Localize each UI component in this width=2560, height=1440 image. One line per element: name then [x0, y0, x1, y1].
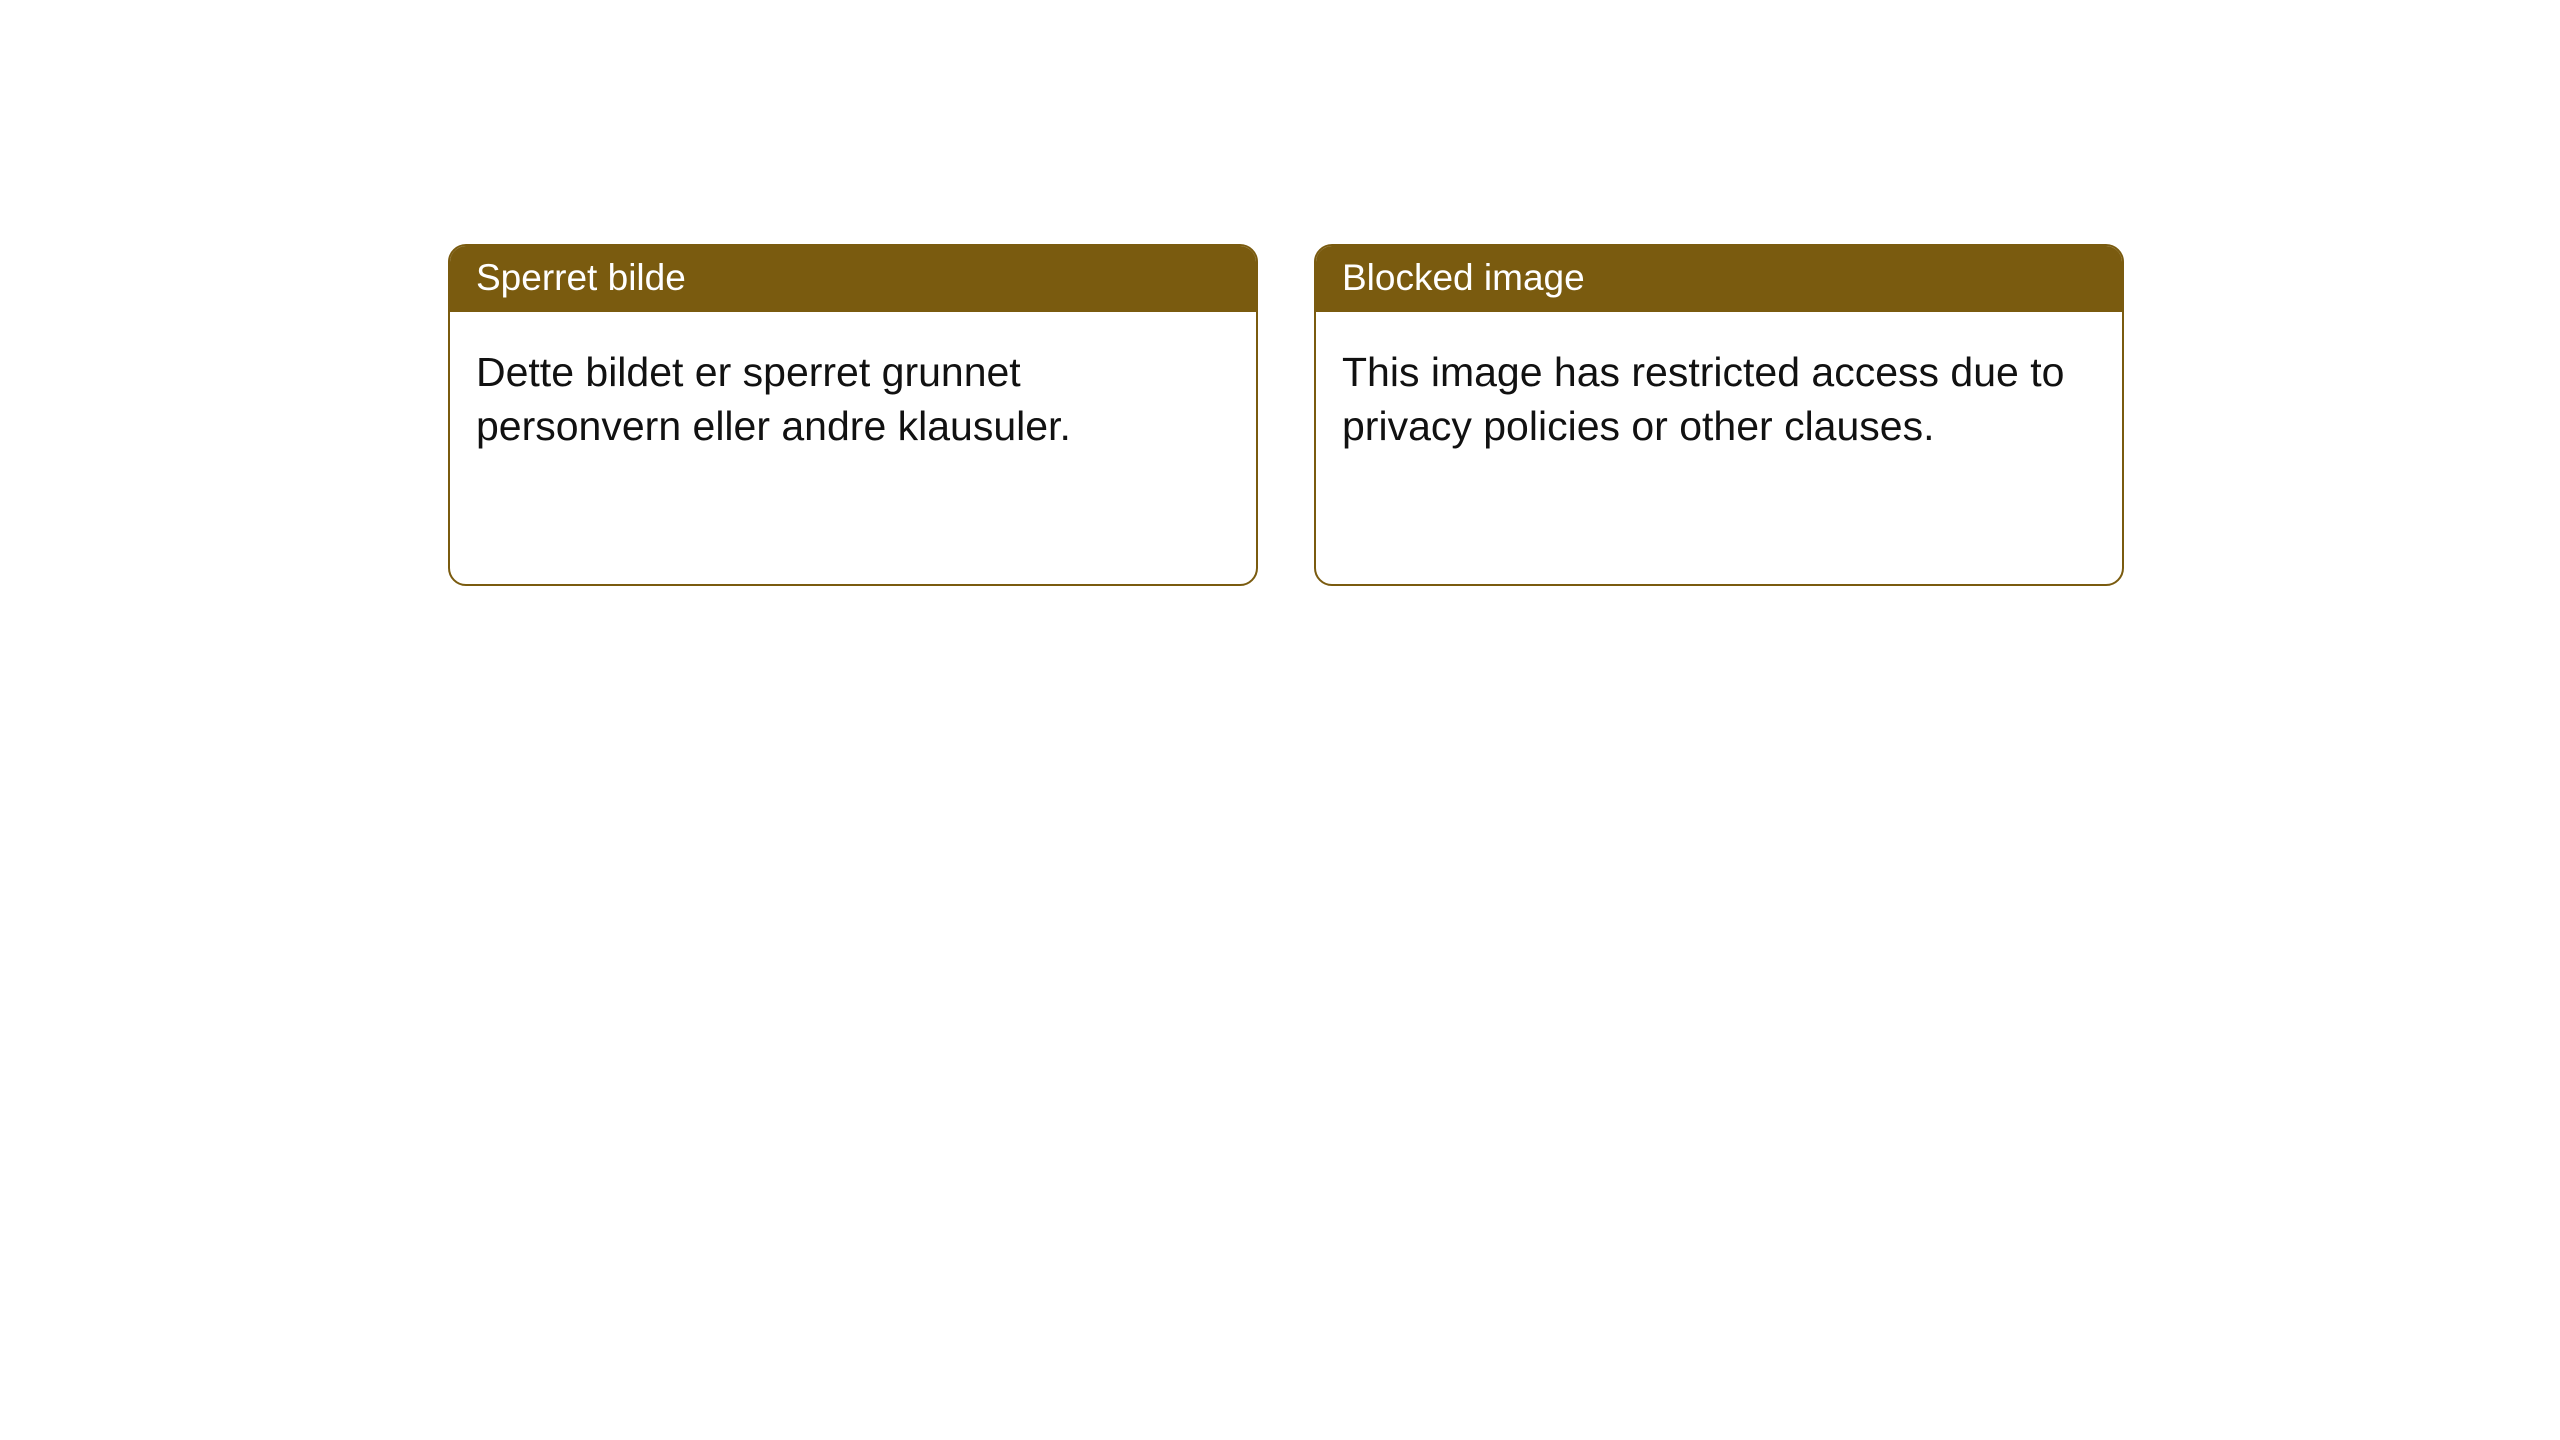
- notice-card-english: Blocked image This image has restricted …: [1314, 244, 2124, 586]
- notice-container: Sperret bilde Dette bildet er sperret gr…: [448, 244, 2124, 586]
- notice-body-english: This image has restricted access due to …: [1316, 312, 2122, 584]
- notice-body-norwegian: Dette bildet er sperret grunnet personve…: [450, 312, 1256, 584]
- notice-card-norwegian: Sperret bilde Dette bildet er sperret gr…: [448, 244, 1258, 586]
- notice-title-english: Blocked image: [1316, 246, 2122, 312]
- notice-title-norwegian: Sperret bilde: [450, 246, 1256, 312]
